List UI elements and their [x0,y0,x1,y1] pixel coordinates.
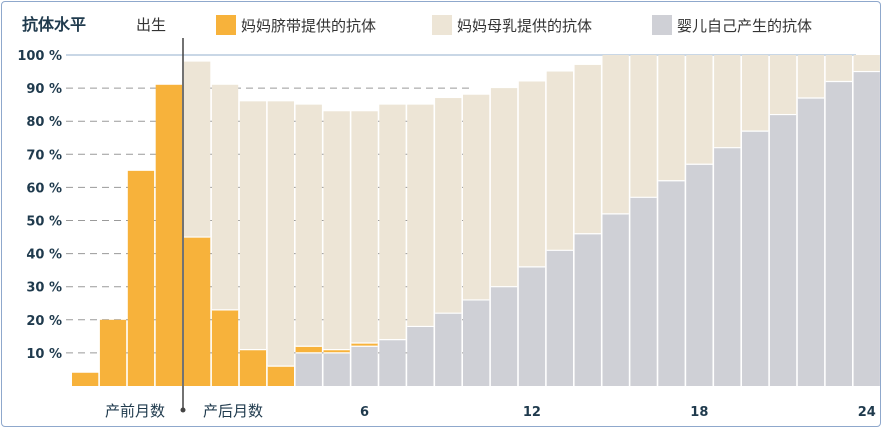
y-tick-label: 90 % [26,82,62,97]
bar-segment-0 [686,164,713,386]
y-tick-label: 60 % [26,181,62,196]
bar-segment-2 [658,55,685,181]
bar-segment-0 [769,114,797,386]
legend-label: 婴儿自己产生的抗体 [677,17,812,35]
legend-label: 妈妈母乳提供的抗体 [457,17,592,35]
bar-segment-1 [211,309,239,386]
bar-segment-2 [546,71,573,251]
bar-segment-2 [351,111,378,343]
y-tick-label: 30 % [26,281,62,296]
bar-segment-2 [574,64,601,234]
y-tick-label: 100 % [17,49,62,64]
bar-segment-0 [323,352,350,386]
bar-segment-0 [546,250,573,386]
legend: 妈妈脐带提供的抗体 妈妈母乳提供的抗体 婴儿自己产生的抗体 [216,15,812,35]
bar-segment-0 [630,197,657,386]
x-tick-label: 产前月数 [105,402,165,420]
bar-segment-2 [518,81,546,267]
bar-segment-0 [797,98,825,386]
legend-swatch [652,15,672,35]
bar-segment-0 [463,299,490,386]
bar-segment-0 [435,313,462,386]
chart-title: 抗体水平 [22,15,86,34]
bar-segment-0 [714,147,741,386]
bar-segment-1 [295,346,322,353]
y-tick-label: 70 % [26,148,62,163]
x-tick-label: 18 [690,405,708,420]
bar-segment-2 [853,55,880,72]
bar-segment-0 [574,233,601,386]
bar-segment-0 [742,131,769,386]
bar-segment-2 [490,88,518,287]
bar-segment-2 [184,61,211,238]
bar-segment-2 [435,98,462,314]
y-tick-label: 80 % [26,115,62,130]
bar-segment-2 [797,55,825,99]
legend-swatch [432,15,452,35]
bar-prenatal [127,170,155,386]
x-tick-label: 6 [360,405,369,420]
bar-segment-2 [742,55,769,132]
bar-segment-2 [239,101,267,350]
x-tick-label: 24 [858,405,876,420]
bar-segment-2 [602,55,629,214]
bar-segment-0 [490,286,518,386]
bar-segment-0 [407,326,434,386]
bar-segment-2 [379,104,406,340]
bar-segment-0 [602,213,629,386]
birth-dot [180,407,186,413]
bar-segment-0 [295,352,322,386]
bar-segment-1 [239,349,267,386]
bar-segment-1 [323,349,350,353]
bar-prenatal [99,319,127,386]
bar-segment-0 [518,266,546,386]
x-tick-label: 产后月数 [203,402,263,420]
bar-segment-0 [853,71,880,387]
y-tick-label: 10 % [26,347,62,362]
bar-prenatal [155,84,182,386]
bars [72,55,880,387]
bar-segment-2 [825,55,852,82]
bar-segment-0 [351,346,378,386]
bar-segment-1 [267,366,294,386]
y-axis: 10 % 20 % 30 % 40 % 50 % 60 % 70 % 80 % 90 % 100 … [17,49,62,362]
bar-segment-2 [295,104,322,347]
bar-segment-2 [211,84,239,310]
bar-segment-2 [463,94,490,300]
bar-segment-2 [407,104,434,327]
x-tick-label: 12 [523,405,541,420]
bar-segment-2 [267,101,294,367]
bar-segment-0 [658,180,685,386]
bar-segment-0 [379,339,406,386]
bar-segment-2 [714,55,741,148]
y-tick-label: 20 % [26,314,62,329]
x-axis: 产前月数 产后月数 6 12 18 24 [105,402,876,420]
birth-label: 出生 [136,16,166,34]
bar-prenatal [72,372,99,386]
bar-segment-0 [825,81,852,386]
bar-segment-2 [686,55,713,165]
legend-swatch [216,15,236,35]
bar-segment-1 [184,237,211,386]
y-tick-label: 40 % [26,248,62,263]
bar-segment-2 [323,111,350,350]
bar-segment-2 [630,55,657,198]
bar-segment-1 [351,342,378,347]
legend-label: 妈妈脐带提供的抗体 [241,17,376,35]
y-tick-label: 50 % [26,215,62,230]
bar-segment-2 [769,55,797,115]
